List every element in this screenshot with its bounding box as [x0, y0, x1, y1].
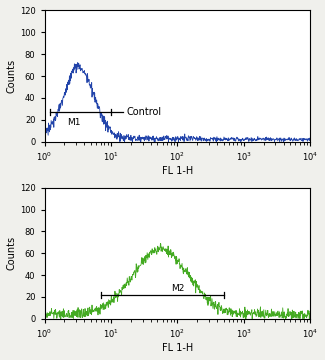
X-axis label: FL 1-H: FL 1-H: [162, 166, 193, 176]
Y-axis label: Counts: Counts: [7, 59, 17, 93]
Text: M1: M1: [67, 118, 81, 127]
Text: Control: Control: [126, 107, 162, 117]
Text: M2: M2: [171, 284, 184, 293]
Y-axis label: Counts: Counts: [7, 236, 17, 270]
X-axis label: FL 1-H: FL 1-H: [162, 343, 193, 353]
